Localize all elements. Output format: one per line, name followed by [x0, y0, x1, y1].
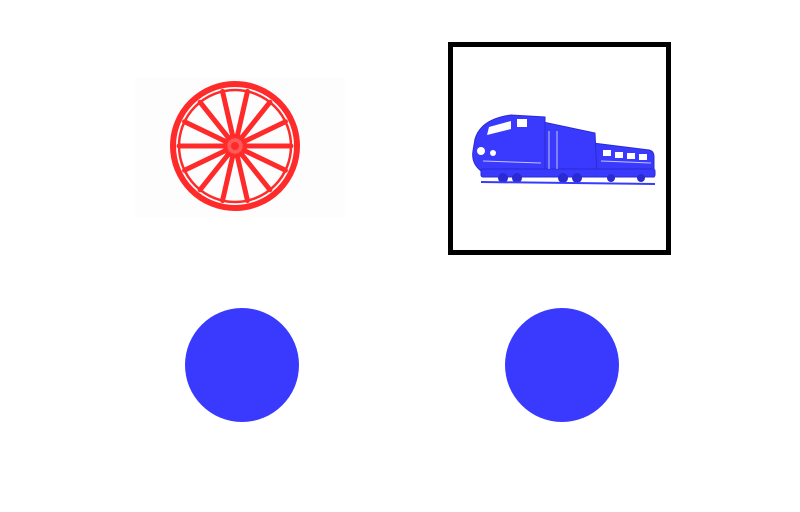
- wheel-spoke: [241, 119, 288, 145]
- wheel-spoke: [182, 119, 229, 145]
- wheel-spoke: [197, 151, 232, 193]
- wheel-spoke: [238, 99, 273, 141]
- wheel-spoke: [234, 88, 250, 139]
- wheel-spoke: [182, 147, 229, 173]
- train-locomotive-icon: [453, 47, 666, 250]
- wagon-wheel-icon: [135, 77, 345, 217]
- wheel-spoke: [238, 151, 273, 193]
- stimulus-card-right[interactable]: [448, 42, 671, 255]
- wheel-spoke: [241, 147, 288, 173]
- stimulus-card-left[interactable]: [135, 77, 345, 217]
- wheel-spoke: [220, 153, 236, 204]
- wheel-spoke: [197, 99, 232, 141]
- wheel-spoke: [234, 153, 250, 204]
- response-button-right[interactable]: [505, 308, 619, 422]
- response-button-left[interactable]: [185, 308, 299, 422]
- wheel-spoke: [220, 88, 236, 139]
